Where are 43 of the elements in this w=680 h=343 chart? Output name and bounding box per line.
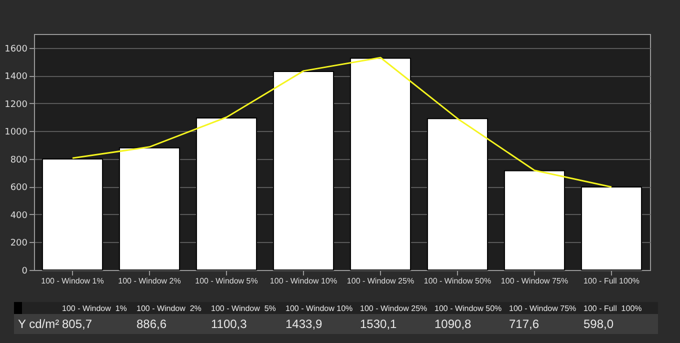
data-label: 1090,8 <box>434 314 509 334</box>
bar <box>272 70 334 270</box>
x-tick-label: 100 - Window 25% <box>346 276 414 286</box>
bar <box>504 170 566 270</box>
x-tick-label: 100 - Window 2% <box>118 276 181 286</box>
data-label: 886,6 <box>136 314 211 334</box>
data-label: 805,7 <box>62 314 136 334</box>
y-tick-label: 800 <box>10 155 28 166</box>
category-label: 100 - Window 50% <box>434 304 502 312</box>
data-label: 1530,1 <box>360 314 434 334</box>
x-tick-label: 100 - Window 5% <box>195 276 258 286</box>
x-tick-label: 100 - Window 75% <box>500 276 568 286</box>
y-tick-label: 1200 <box>4 100 28 110</box>
bar <box>580 186 642 270</box>
category-label: 100 - Window 2% <box>136 304 202 312</box>
data-label: 717,6 <box>509 314 584 334</box>
bar <box>426 118 488 270</box>
category-label: 100 - Window 10% <box>286 304 353 312</box>
category-label: 100 - Window 1% <box>62 304 127 312</box>
y-tick-label: 1000 <box>4 128 28 138</box>
bar <box>42 158 104 270</box>
line-series <box>72 56 612 188</box>
y-tick-label: 200 <box>10 238 28 249</box>
bar <box>350 58 412 270</box>
bar <box>196 117 258 270</box>
text: Y cd/m² <box>14 314 62 334</box>
data-label: 598,0 <box>584 314 658 334</box>
y-tick-label: 0 <box>22 266 28 276</box>
data-label: 1433,9 <box>286 314 360 334</box>
y-tick-label: 1400 <box>4 72 28 82</box>
y-tick-label: 1600 <box>4 44 28 54</box>
bar <box>118 147 180 270</box>
category-label: 100 - Window 5% <box>211 304 276 312</box>
y-tick-label: 400 <box>10 210 28 221</box>
data-label: 1100,3 <box>211 314 286 334</box>
x-tick-label: 100 - Window 50% <box>424 276 492 286</box>
category-label: 100 - Window 75% <box>509 304 576 312</box>
x-tick-label: 100 - Full 100% <box>583 276 640 286</box>
category-label: 100 - Full 100% <box>584 304 642 312</box>
y-tick-label: 600 <box>10 183 28 194</box>
category-label: 100 - Window 25% <box>360 304 428 312</box>
x-tick-label: 100 - Window 10% <box>270 276 338 286</box>
x-tick-label: 100 - Window 1% <box>41 276 104 286</box>
